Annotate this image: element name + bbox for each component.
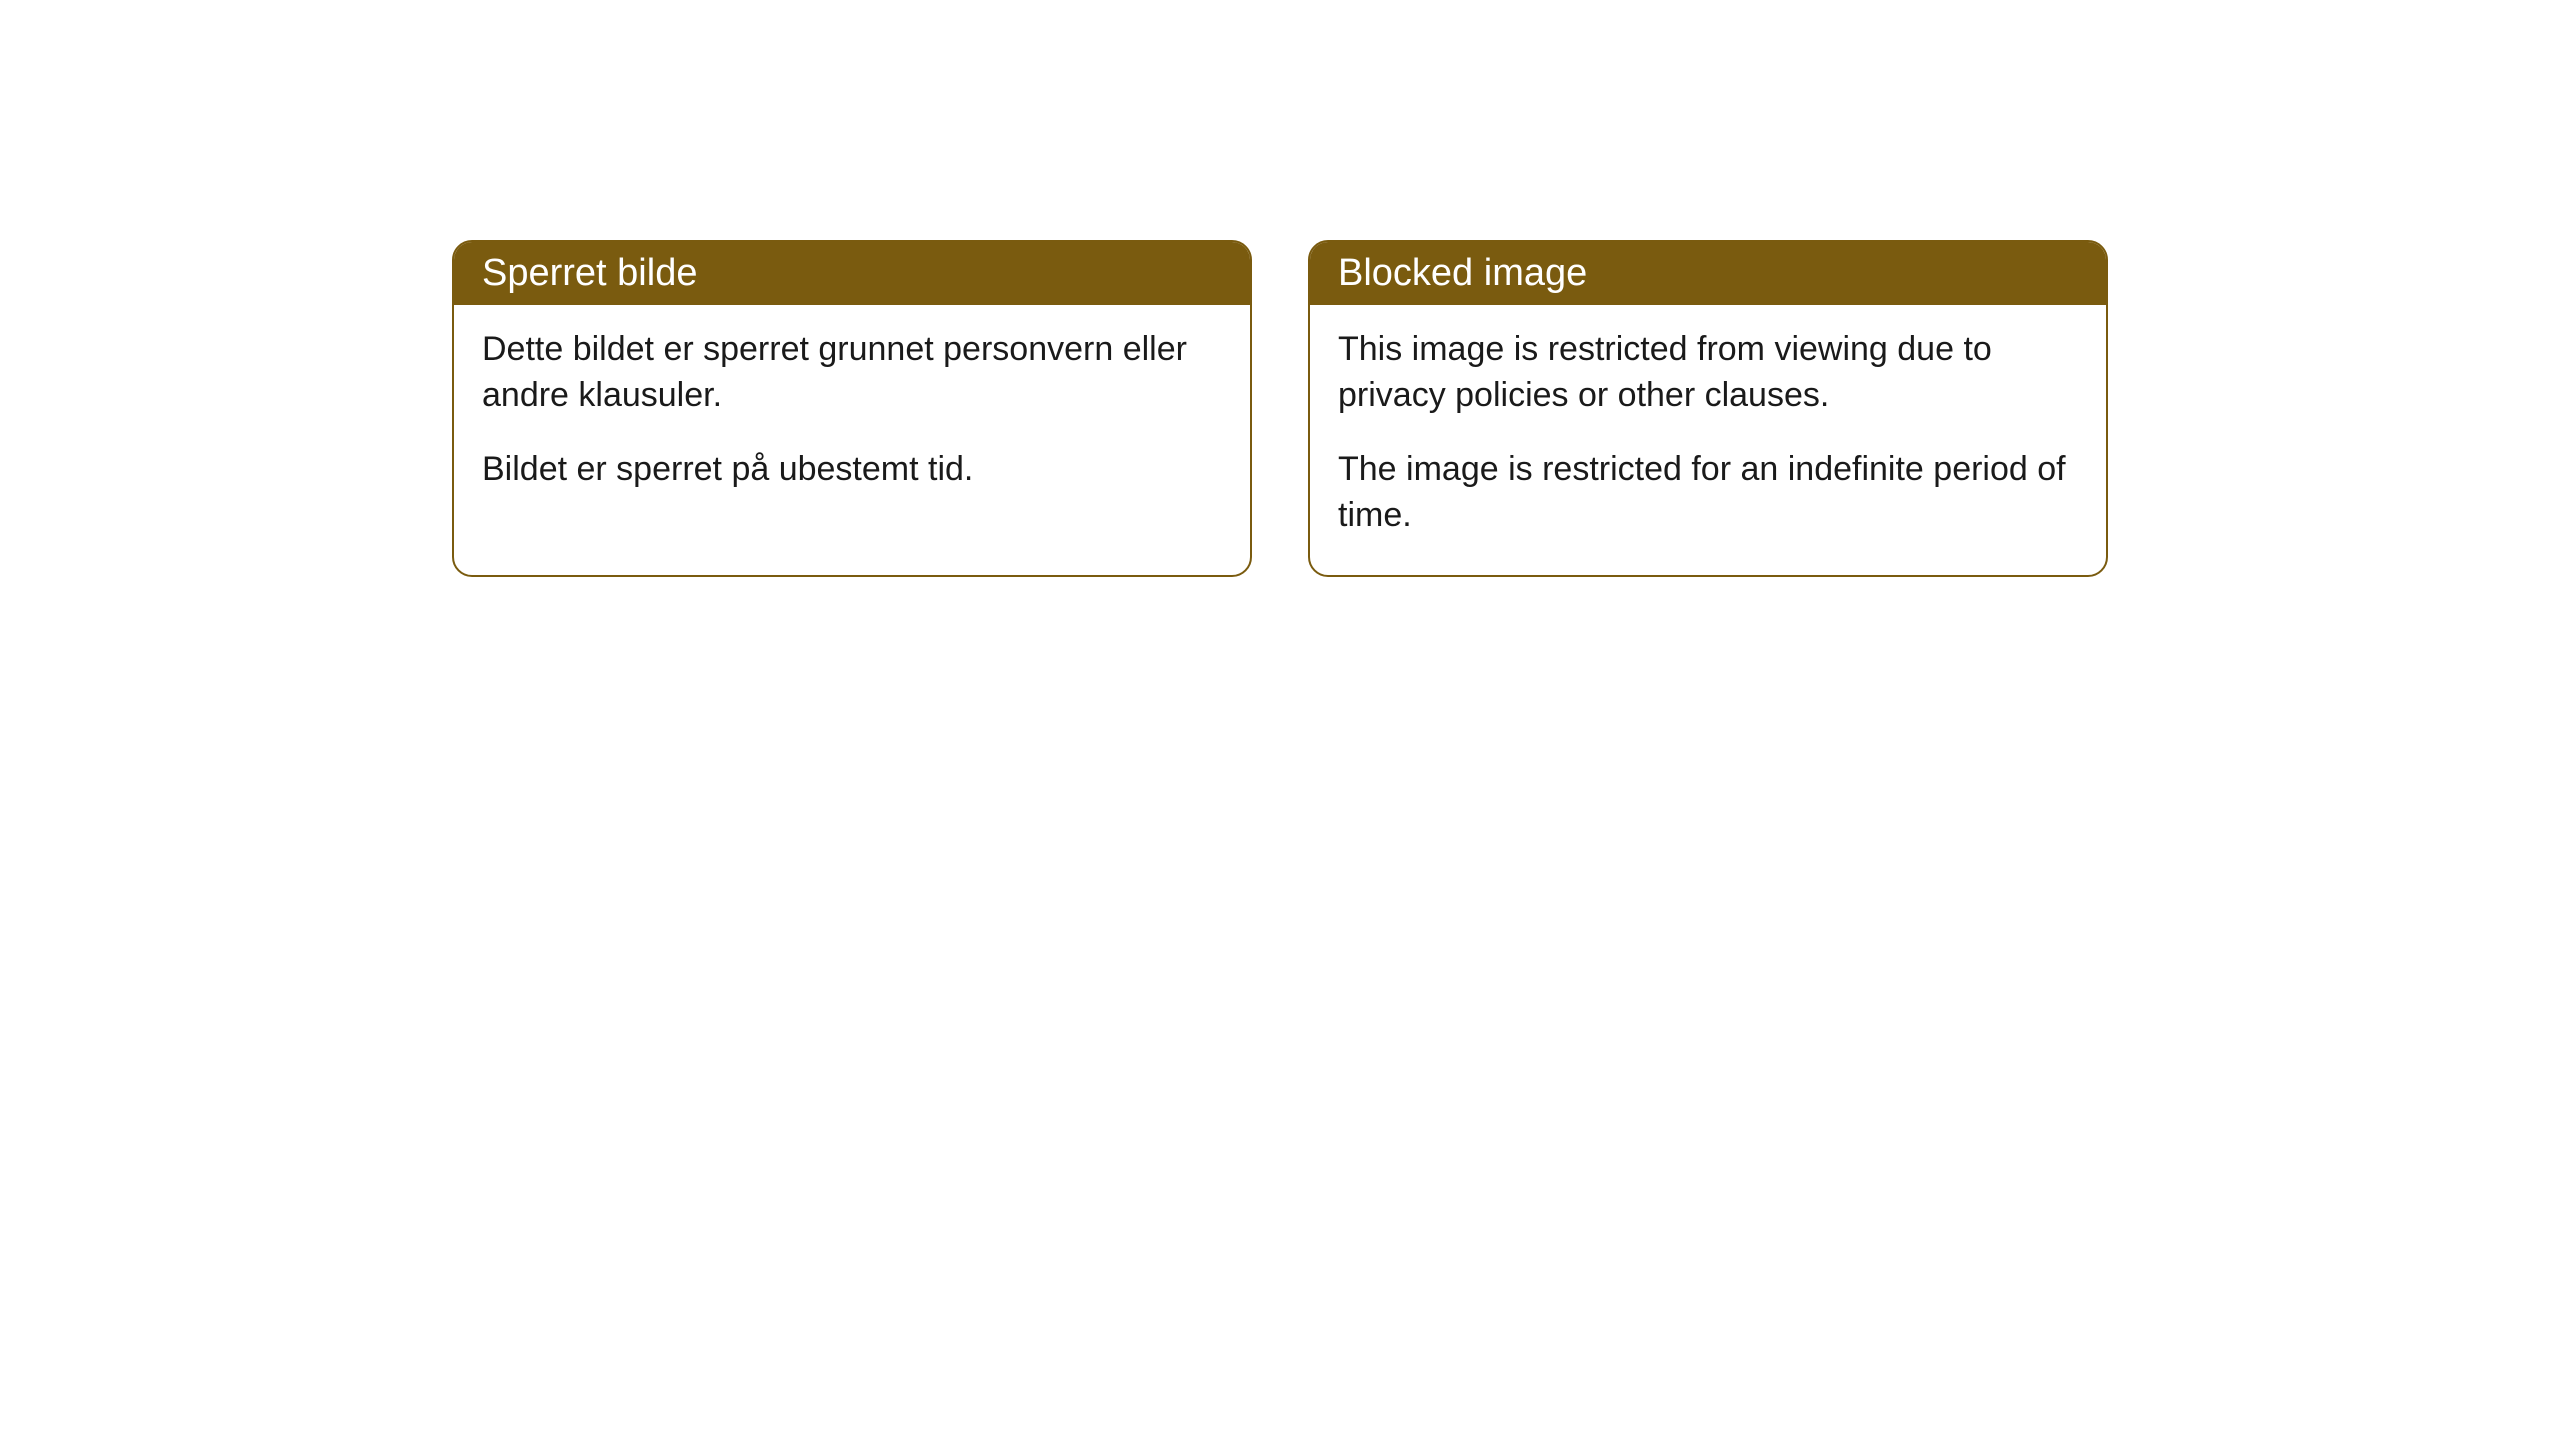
left-paragraph-2: Bildet er sperret på ubestemt tid. [482, 447, 1222, 493]
right-paragraph-2: The image is restricted for an indefinit… [1338, 447, 2078, 539]
left-paragraph-1: Dette bildet er sperret grunnet personve… [482, 327, 1222, 419]
card-body-left: Dette bildet er sperret grunnet personve… [454, 305, 1250, 529]
card-english: Blocked image This image is restricted f… [1308, 240, 2108, 577]
card-norwegian: Sperret bilde Dette bildet er sperret gr… [452, 240, 1252, 577]
right-paragraph-1: This image is restricted from viewing du… [1338, 327, 2078, 419]
card-header-right: Blocked image [1310, 242, 2106, 305]
cards-container: Sperret bilde Dette bildet er sperret gr… [452, 240, 2108, 577]
card-body-right: This image is restricted from viewing du… [1310, 305, 2106, 575]
card-header-left: Sperret bilde [454, 242, 1250, 305]
